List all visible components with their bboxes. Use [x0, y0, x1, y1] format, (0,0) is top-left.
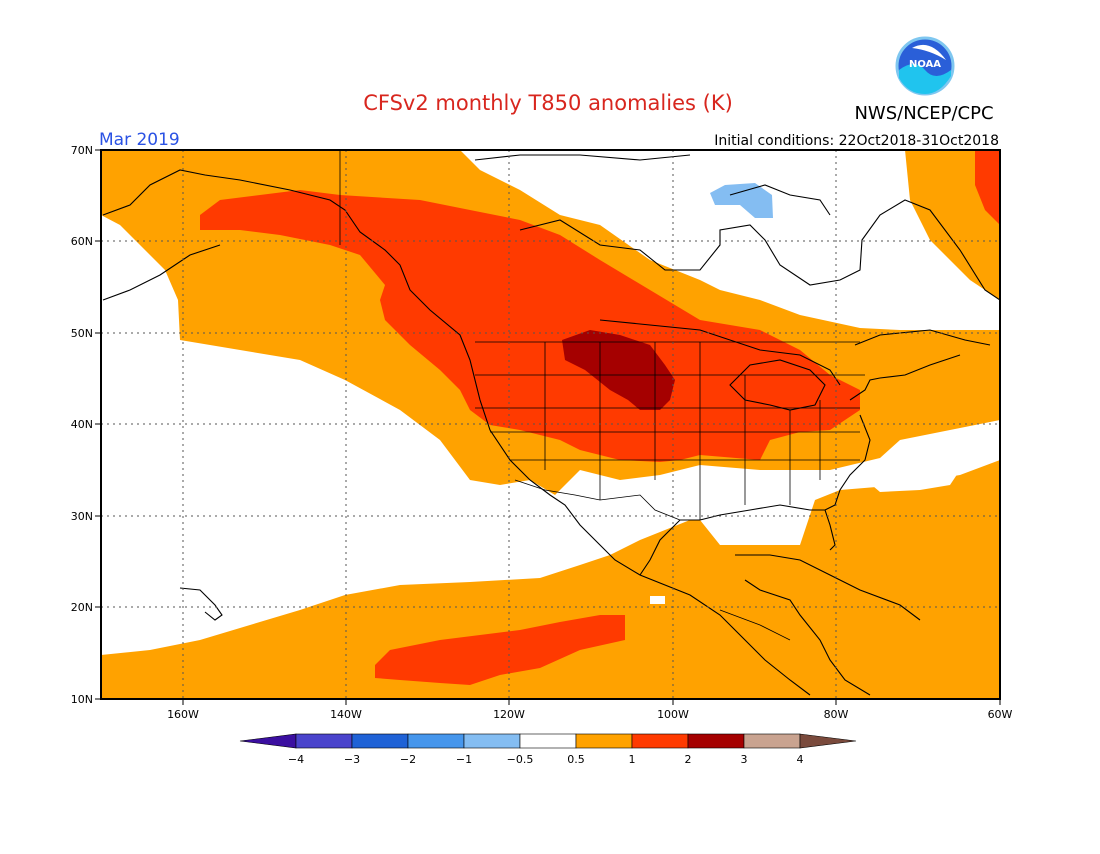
lon-label: 100W: [657, 708, 689, 721]
lat-label: 40N: [71, 418, 93, 431]
colorbar-swatch: [631, 733, 689, 749]
colorbar-swatch: [743, 733, 801, 749]
colorbar-arrow-high: [799, 733, 857, 749]
initial-conditions-label: Initial conditions: 22Oct2018-31Oct2018: [714, 133, 999, 149]
lon-label: 140W: [330, 708, 362, 721]
anomaly-field: [101, 150, 1000, 699]
gridlines: [101, 150, 1000, 699]
anomaly-region-red: [375, 615, 625, 685]
colorbar-tick-label: −3: [344, 753, 360, 766]
lat-label: 20N: [71, 601, 93, 614]
lat-label: 30N: [71, 510, 93, 523]
lon-label: 160W: [167, 708, 199, 721]
noaa-logo-text: NOAA: [909, 59, 941, 70]
colorbar-tick-label: 2: [685, 753, 692, 766]
lat-label: 50N: [71, 327, 93, 340]
colorbar-swatch: [407, 733, 465, 749]
lon-label: 120W: [493, 708, 525, 721]
colorbar-swatch: [295, 733, 353, 749]
colorbar-tick-label: 1: [629, 753, 636, 766]
anomaly-region-red: [975, 150, 1000, 225]
agency-label: NWS/NCEP/CPC: [854, 103, 993, 124]
colorbar-tick-label: 4: [797, 753, 804, 766]
colorbar-swatch: [351, 733, 409, 749]
anomaly-region-white: [650, 596, 665, 604]
colorbar-tick-label: −1: [456, 753, 472, 766]
colorbar-tick-label: −2: [400, 753, 416, 766]
chart-title: CFSv2 monthly T850 anomalies (K): [363, 91, 733, 115]
anomaly-region-orange: [101, 460, 1000, 699]
colorbar-swatch: [463, 733, 521, 749]
colorbar-tick-label: −4: [288, 753, 304, 766]
colorbar-tick-label: −0.5: [507, 753, 534, 766]
colorbar-tick-label: 3: [741, 753, 748, 766]
lat-label: 10N: [71, 693, 93, 706]
latitude-labels: 70N 60N 50N 40N 30N 20N 10N: [71, 144, 93, 706]
colorbar: [239, 733, 857, 749]
month-label: Mar 2019: [99, 130, 180, 150]
colorbar-tick-label: 0.5: [567, 753, 585, 766]
coastlines: [102, 154, 1000, 696]
noaa-logo: NOAA: [895, 36, 955, 96]
anomaly-region-red: [200, 190, 860, 462]
colorbar-arrow-low: [239, 733, 297, 749]
lat-label: 60N: [71, 235, 93, 248]
colorbar-swatch: [519, 733, 577, 749]
lon-label: 60W: [988, 708, 1013, 721]
colorbar-labels: −4 −3 −2 −1 −0.5 0.5 1 2 3 4: [288, 753, 804, 766]
anomaly-region-darkred: [562, 330, 675, 410]
colorbar-swatch: [575, 733, 633, 749]
anomaly-region-lightblue: [710, 183, 773, 218]
colorbar-swatch: [687, 733, 745, 749]
longitude-labels: 160W 140W 120W 100W 80W 60W: [167, 708, 1012, 721]
lat-label: 70N: [71, 144, 93, 157]
lon-label: 80W: [824, 708, 849, 721]
anomaly-region-white: [860, 460, 960, 492]
political-boundaries: [339, 150, 865, 641]
axis-ticks: [95, 149, 1001, 705]
